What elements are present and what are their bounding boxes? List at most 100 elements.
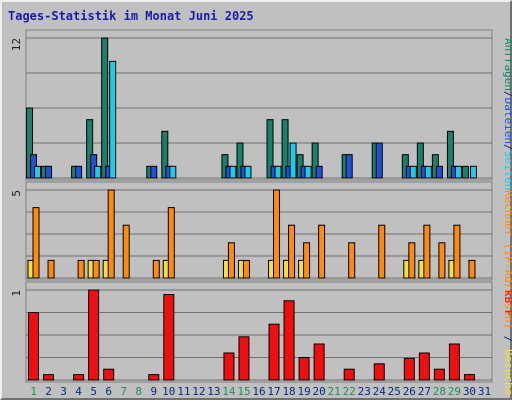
bar-seiten-day-29 (454, 165, 462, 179)
bar-dateien-day-24 (375, 142, 383, 179)
bar-anfragen-day-10 (161, 130, 169, 179)
bar-kb-f-day-22 (343, 368, 355, 381)
bar-kb-f-day-18 (283, 300, 295, 381)
bar-rechner-ip-adressen--day-26 (408, 242, 416, 279)
legend-entry: Seiten (502, 151, 512, 191)
bar-rechner-ip-adressen--day-29 (453, 224, 461, 279)
bar-kb-f-day-15 (238, 336, 250, 381)
x-tick-label-day-13: 13 (207, 385, 220, 398)
bar-anfragen-day-6 (101, 37, 109, 179)
x-tick-label-day-11: 11 (177, 385, 190, 398)
legend-entry: Dateien (502, 98, 512, 144)
bar-anfragen-day-15 (236, 142, 244, 179)
x-tick-label-day-31: 31 (478, 385, 491, 398)
bar-kb-f-day-10 (163, 294, 175, 381)
bar-anfragen-day-17 (266, 119, 274, 179)
legend-entry: ) (502, 322, 512, 329)
x-tick-label-day-1: 1 (30, 385, 37, 398)
bar-anfragen-day-20 (311, 142, 319, 179)
chart-title: Tages-Statistik im Monat Juni 2025 (8, 9, 254, 23)
x-tick-label-day-30: 30 (463, 385, 476, 398)
legend-entry: kB F (502, 290, 512, 317)
bar-kb-f-day-27 (418, 352, 430, 381)
x-tick-label-day-2: 2 (45, 385, 52, 398)
x-tick-label-day-25: 25 (388, 385, 401, 398)
x-tick-label-day-16: 16 (252, 385, 265, 398)
x-tick-label-day-27: 27 (418, 385, 431, 398)
x-tick-label-day-3: 3 (60, 385, 67, 398)
legend-entry: IP-Adressen (502, 250, 512, 323)
x-tick-label-day-17: 17 (267, 385, 280, 398)
panel-top (25, 29, 493, 181)
bar-kb-f-day-20 (313, 343, 325, 381)
x-tick-label-day-10: 10 (162, 385, 175, 398)
x-tick-label-day-7: 7 (120, 385, 127, 398)
bar-kb-f-day-14 (223, 352, 235, 381)
bar-rechner-ip-adressen--day-6 (107, 189, 115, 279)
x-tick-label-day-12: 12 (192, 385, 205, 398)
x-tick-label-day-9: 9 (150, 385, 157, 398)
bar-dateien-day-28 (435, 165, 443, 179)
legend-entry: Anfragen (502, 38, 512, 91)
legend-entry: ( (502, 236, 512, 249)
bar-kb-f-day-17 (268, 323, 280, 381)
bar-seiten-day-5 (94, 165, 102, 179)
legend-entry: / (502, 329, 512, 349)
bar-seiten-day-26 (409, 165, 417, 179)
bar-anfragen-day-5 (86, 119, 94, 179)
x-tick-label-day-19: 19 (297, 385, 310, 398)
y-max-label: 5 (10, 190, 23, 197)
x-tick-label-day-22: 22 (343, 385, 356, 398)
x-tick-label-day-28: 28 (433, 385, 446, 398)
bar-seiten-day-27 (424, 165, 432, 179)
x-tick-label-day-20: 20 (313, 385, 326, 398)
bar-kb-f-day-30 (463, 374, 475, 381)
x-tick-label-day-4: 4 (75, 385, 82, 398)
legend-entry: Rechner (502, 190, 512, 237)
bar-rechner-ip-adressen--day-1 (32, 207, 40, 279)
bar-rechner-ip-adressen--day-7 (122, 224, 130, 279)
x-tick-label-day-14: 14 (222, 385, 236, 398)
x-tick-label-day-29: 29 (448, 385, 461, 398)
bar-anfragen-day-27 (416, 142, 424, 179)
bar-rechner-ip-adressen--day-2 (47, 259, 55, 279)
y-max-label: 12 (10, 38, 23, 51)
y-max-label: 1 (10, 290, 23, 297)
bar-rechner-ip-adressen--day-17 (273, 189, 281, 279)
bar-dateien-day-9 (150, 165, 158, 179)
legend-middle: Rechner (IP-Adressen) / Besuche (502, 190, 512, 395)
panel-bottom (25, 281, 493, 383)
bar-kb-f-day-5 (88, 289, 100, 381)
bar-rechner-ip-adressen--day-10 (167, 207, 175, 279)
x-tick-label-day-6: 6 (105, 385, 112, 398)
bar-seiten-day-30 (469, 165, 477, 179)
x-tick-label-day-15: 15 (237, 385, 250, 398)
x-tick-label-day-24: 24 (373, 385, 387, 398)
bar-kb-f-day-29 (448, 343, 460, 381)
legend-entry: / (502, 91, 512, 98)
x-tick-label-day-8: 8 (135, 385, 142, 398)
bar-rechner-ip-adressen--day-9 (152, 259, 160, 279)
bar-dateien-day-4 (75, 165, 83, 179)
bar-seiten-day-18 (289, 142, 297, 179)
bar-rechner-ip-adressen--day-15 (242, 259, 250, 279)
bar-rechner-ip-adressen--day-19 (303, 242, 311, 279)
bar-rechner-ip-adressen--day-20 (318, 224, 326, 279)
bar-anfragen-day-30 (461, 165, 469, 179)
bar-rechner-ip-adressen--day-4 (77, 259, 85, 279)
bar-dateien-day-20 (315, 165, 323, 179)
bar-dateien-day-22 (345, 154, 353, 179)
bar-seiten-day-14 (229, 165, 237, 179)
bar-kb-f-day-24 (373, 363, 385, 381)
bar-kb-f-day-1 (28, 312, 40, 381)
bar-kb-f-day-28 (433, 368, 445, 381)
legend-top: Anfragen/Dateien/Seiten (502, 38, 512, 190)
bar-rechner-ip-adressen--day-22 (348, 242, 356, 279)
bar-kb-f-day-2 (43, 374, 55, 381)
x-tick-label-day-18: 18 (282, 385, 295, 398)
x-tick-label-day-23: 23 (358, 385, 371, 398)
bar-rechner-ip-adressen--day-28 (438, 242, 446, 279)
x-tick-label-day-5: 5 (90, 385, 97, 398)
